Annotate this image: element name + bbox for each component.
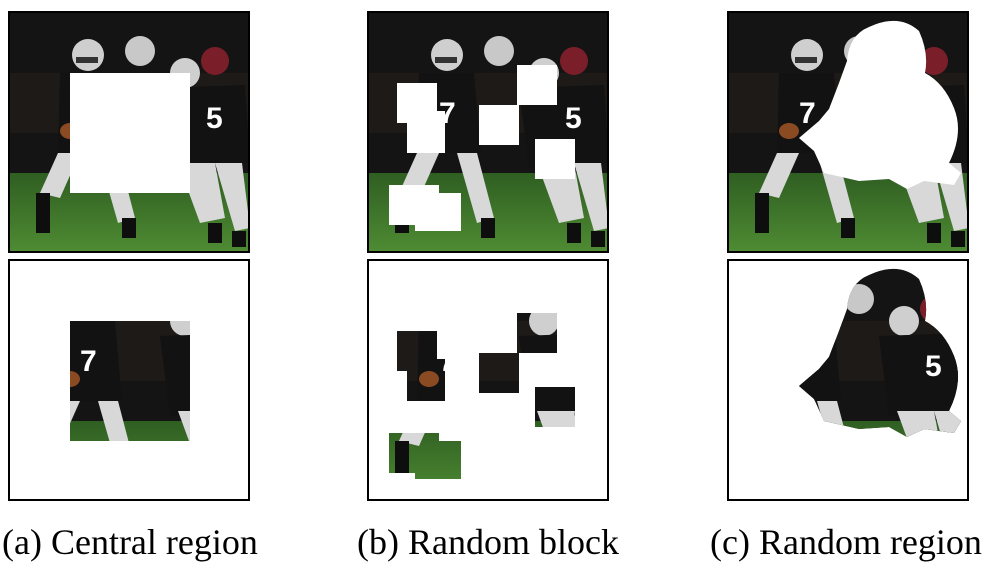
random-region-mask [799, 20, 961, 189]
panel-c-masked-image [727, 11, 969, 253]
random-region-crop [799, 268, 961, 437]
panel-b-missing-content [367, 259, 609, 501]
panel-a-missing-content [8, 259, 250, 501]
panel-c-missing-content [727, 259, 969, 501]
random-block-mask [389, 65, 575, 231]
panel-a-masked-image [8, 11, 250, 253]
random-block-crop [389, 313, 575, 479]
central-region-mask [70, 73, 190, 193]
caption-central-region: (a) Central region [2, 522, 258, 562]
central-region-crop [70, 321, 190, 441]
panel-b-masked-image [367, 11, 609, 253]
caption-random-region: (c) Random region [710, 522, 982, 562]
caption-random-block: (b) Random block [357, 522, 619, 562]
